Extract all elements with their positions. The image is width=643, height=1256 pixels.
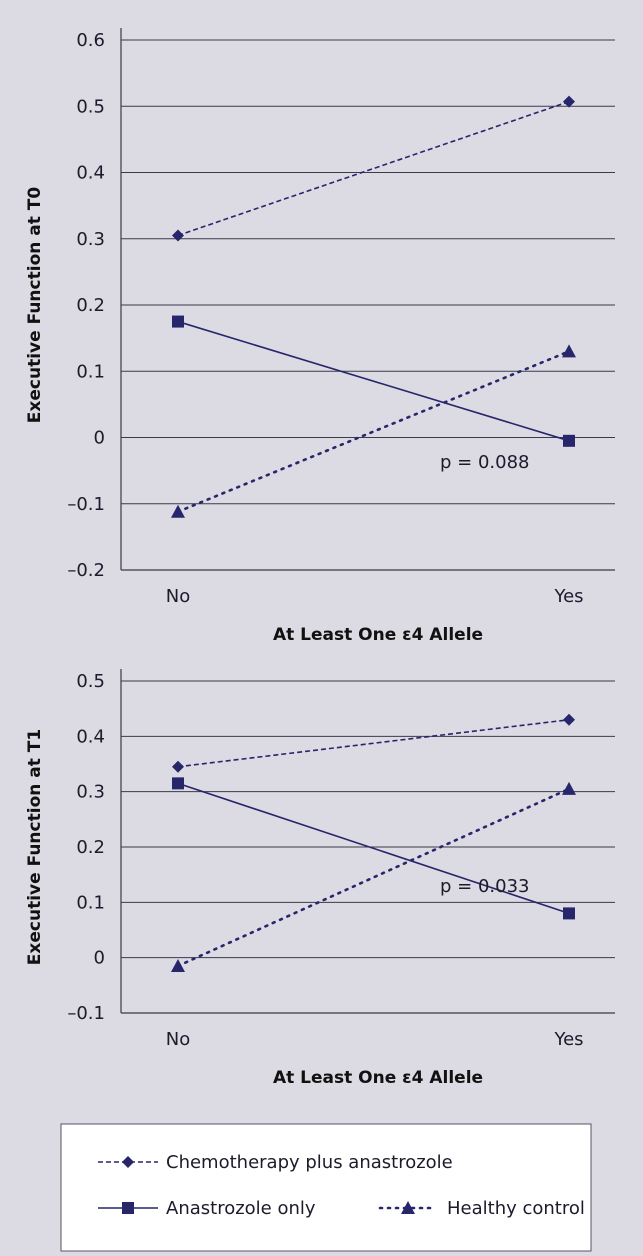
legend-item-healthy-control: Healthy control: [378, 1198, 585, 1219]
data-point-triangle: [171, 504, 185, 518]
data-point-triangle: [171, 958, 185, 972]
y-axis-title: Executive Function at T0: [25, 187, 45, 424]
series-line: [177, 782, 570, 915]
data-point-triangle: [562, 781, 576, 795]
series-healthy-control: [171, 344, 576, 518]
legend: Chemotherapy plus anastrozole Anastrozole…: [60, 1123, 592, 1252]
data-point-square: [563, 907, 575, 920]
legend-item-anastrozole-only: Anastrozole only: [98, 1198, 316, 1219]
y-tick-label: 0.4: [76, 163, 105, 184]
series-line: [176, 787, 571, 968]
y-tick-label: 0: [94, 428, 105, 449]
series-line: [177, 718, 570, 768]
y-tick-label: 0.4: [76, 726, 105, 747]
data-point-square: [563, 434, 575, 447]
legend-label: Chemotherapy plus anastrozole: [166, 1152, 453, 1173]
p-value-annotation: p = 0.033: [440, 876, 529, 897]
data-point-triangle: [562, 344, 576, 358]
series-line: [176, 350, 571, 514]
legend-marker-square: [122, 1202, 134, 1214]
legend-label: Anastrozole only: [166, 1198, 316, 1219]
data-point-square: [172, 777, 184, 790]
y-tick-label: –0.1: [67, 1003, 105, 1024]
data-point-square: [172, 315, 184, 328]
y-tick-label: 0.1: [76, 892, 105, 913]
legend-marker-triangle: [401, 1201, 415, 1214]
series-anastrozole-only: [172, 315, 575, 447]
x-axis-title: At Least One ε4 Allele: [273, 625, 483, 645]
legend-box: [60, 1123, 592, 1252]
y-tick-label: 0.5: [76, 96, 105, 117]
series-line: [177, 100, 570, 237]
chart-panel-t1: 0.5 0.4 0.3 0.2 0.1 0 –0.1 No Yes At Least One ε4…: [25, 669, 615, 1088]
data-point-diamond: [563, 713, 575, 726]
y-tick-label: 0.3: [76, 229, 105, 250]
y-tick-label: 0.2: [76, 295, 105, 316]
y-tick-label: –0.2: [67, 560, 105, 581]
p-value-annotation: p = 0.088: [440, 452, 529, 473]
y-tick-label: 0.2: [76, 837, 105, 858]
y-tick-label: 0.6: [76, 30, 105, 51]
data-point-diamond: [563, 95, 575, 108]
y-tick-label: 0.3: [76, 782, 105, 803]
legend-marker-diamond: [122, 1156, 134, 1168]
x-tick-label: No: [166, 1029, 190, 1050]
data-point-diamond: [172, 760, 184, 773]
y-tick-label: 0.1: [76, 361, 105, 382]
series-healthy-control: [171, 781, 576, 972]
data-point-diamond: [172, 229, 184, 242]
x-tick-label: Yes: [553, 586, 583, 607]
legend-label: Healthy control: [447, 1198, 585, 1219]
x-axis-title: At Least One ε4 Allele: [273, 1068, 483, 1088]
x-tick-label: No: [166, 586, 190, 607]
y-tick-label: –0.1: [67, 494, 105, 515]
y-tick-label: 0.5: [76, 671, 105, 692]
y-tick-label: 0: [94, 948, 105, 969]
y-axis-title: Executive Function at T1: [25, 729, 45, 965]
series-chemotherapy-plus-anastrozole: [172, 95, 575, 242]
series-line: [177, 320, 570, 442]
chart-panel-t0: 0.6 0.5 0.4 0.3 0.2 0.1 0 –0.1 –0.2 No Yes At Least…: [25, 28, 615, 645]
x-tick-label: Yes: [553, 1029, 583, 1050]
series-anastrozole-only: [172, 777, 575, 920]
series-chemotherapy-plus-anastrozole: [172, 713, 575, 773]
legend-item-chemotherapy-plus-anastrozole: Chemotherapy plus anastrozole: [98, 1152, 453, 1173]
